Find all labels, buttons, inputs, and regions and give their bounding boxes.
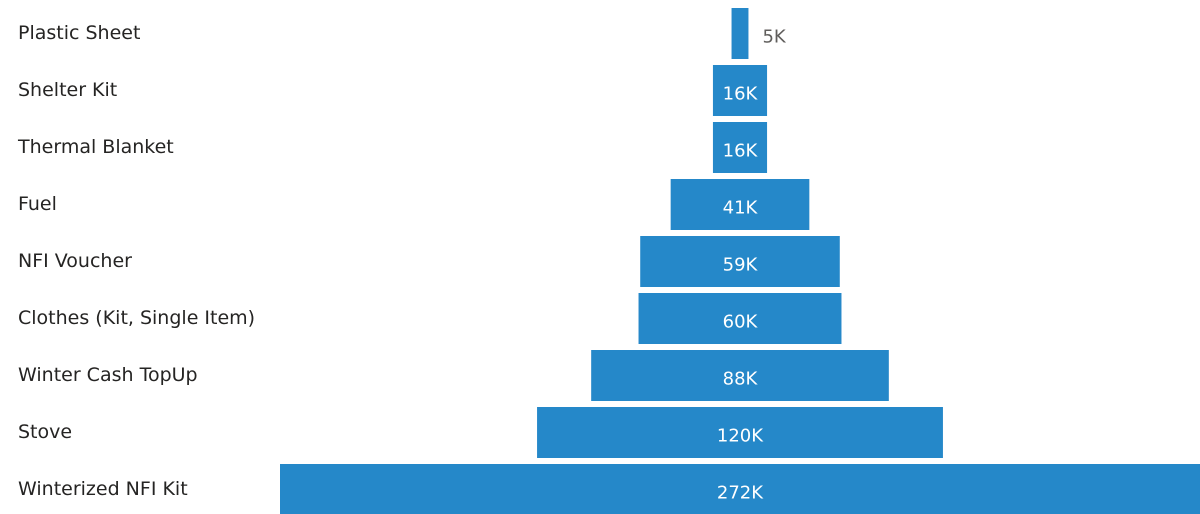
funnel-bar-stove[interactable]: [537, 407, 943, 458]
funnel-bars: [280, 8, 1200, 514]
category-label-nfi-voucher: NFI Voucher: [18, 250, 132, 272]
value-label-plastic-sheet: 5K: [762, 27, 786, 48]
category-label-winter-cash-topup: Winter Cash TopUp: [18, 364, 198, 386]
value-label-thermal-blanket: 16K: [723, 141, 759, 162]
category-label-thermal-blanket: Thermal Blanket: [17, 136, 174, 158]
value-label-clothes-kit-single-item: 60K: [723, 312, 759, 333]
funnel-bar-fuel[interactable]: [670, 179, 810, 230]
value-label-winter-cash-topup: 88K: [723, 369, 759, 390]
value-label-winterized-nfi-kit: 272K: [717, 483, 764, 504]
value-labels: 5K 16K 16K 41K 59K 60K 88K 120K 272K: [717, 27, 787, 504]
funnel-bar-nfi-voucher[interactable]: [640, 236, 840, 287]
funnel-bar-shelter-kit[interactable]: [712, 65, 768, 116]
funnel-bar-clothes-kit-single-item[interactable]: [638, 293, 842, 344]
category-label-fuel: Fuel: [18, 193, 57, 215]
value-label-stove: 120K: [717, 426, 764, 447]
category-label-shelter-kit: Shelter Kit: [18, 79, 117, 101]
funnel-bar-thermal-blanket[interactable]: [712, 122, 768, 173]
funnel-bar-winterized-nfi-kit[interactable]: [280, 464, 1200, 514]
value-label-fuel: 41K: [723, 198, 759, 219]
funnel-bar-plastic-sheet[interactable]: [731, 8, 749, 59]
value-label-shelter-kit: 16K: [723, 84, 759, 105]
category-label-plastic-sheet: Plastic Sheet: [18, 22, 140, 44]
category-label-winterized-nfi-kit: Winterized NFI Kit: [18, 478, 188, 500]
funnel-bar-winter-cash-topup[interactable]: [591, 350, 889, 401]
category-label-stove: Stove: [18, 421, 72, 443]
category-labels: Plastic Sheet Shelter Kit Thermal Blanket F…: [17, 22, 255, 500]
value-label-nfi-voucher: 59K: [723, 255, 759, 276]
category-label-clothes-kit-single-item: Clothes (Kit, Single Item): [18, 307, 255, 329]
